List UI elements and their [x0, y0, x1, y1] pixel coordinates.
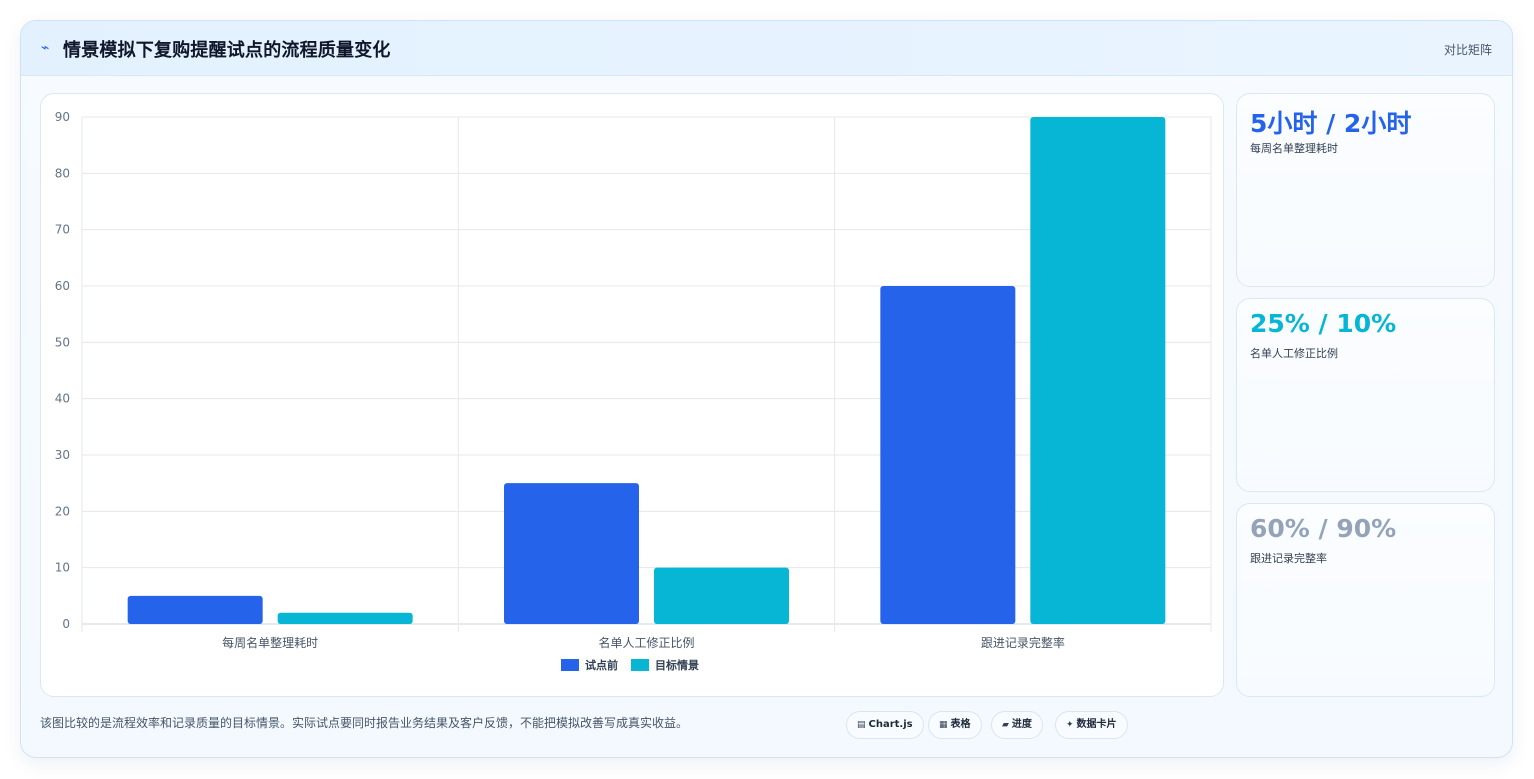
pill-progress[interactable]: ▰ 进度	[991, 711, 1043, 739]
kpi-card-list-time: 5小时 / 2小时 每周名单整理耗时	[1236, 93, 1495, 287]
card-header: ⌁ 情景模拟下复购提醒试点的流程质量变化 对比矩阵	[21, 21, 1512, 76]
y-tick-label: 50	[55, 335, 70, 349]
kpi-value: 5小时 / 2小时	[1250, 109, 1412, 138]
kpi-label: 名单人工修正比例	[1250, 347, 1338, 360]
pill-label: 表格	[950, 719, 971, 730]
y-tick-label: 60	[55, 279, 70, 293]
view-mode-tag: 对比矩阵	[1443, 43, 1492, 57]
bar-before	[127, 595, 263, 624]
kpi-value: 60% / 90%	[1250, 514, 1397, 543]
x-tick-label: 跟进记录完整率	[981, 635, 1065, 650]
y-tick-label: 10	[55, 561, 70, 575]
legend-swatch	[561, 659, 579, 671]
legend-swatch	[631, 659, 649, 671]
kpi-card-record-completeness: 60% / 90% 跟进记录完整率	[1236, 503, 1495, 697]
kpi-label: 跟进记录完整率	[1250, 552, 1327, 565]
bar-chart-svg: 0 10 20 30 40 50 60 70 80 90 每周名单整理耗时 名单人工修正比例 跟进记录完…	[55, 110, 1212, 672]
kpi-label: 每周名单整理耗时	[1250, 142, 1338, 155]
pill-data-cards[interactable]: ✦ 数据卡片	[1055, 711, 1128, 739]
chart-footnote: 该图比较的是流程效率和记录质量的目标情景。实际试点要同时报告业务结果及客户反馈，…	[40, 716, 689, 730]
report-card: ⌁ 情景模拟下复购提醒试点的流程质量变化 对比矩阵 0 10 20 30 40 50 60 7…	[20, 20, 1513, 758]
pill-label: 进度	[1011, 719, 1032, 730]
y-tick-label: 0	[62, 617, 70, 631]
sparkle-icon: ✦	[1066, 720, 1074, 730]
pill-chartjs[interactable]: ▤ Chart.js	[846, 711, 924, 739]
pill-label: Chart.js	[868, 719, 913, 730]
y-tick-label: 70	[55, 223, 70, 237]
page-title: 情景模拟下复购提醒试点的流程质量变化	[63, 40, 391, 61]
x-tick-label: 每周名单整理耗时	[222, 635, 318, 650]
y-tick-label: 40	[55, 392, 70, 406]
kpi-value: 25% / 10%	[1250, 309, 1397, 338]
y-tick-label: 90	[55, 110, 70, 124]
y-tick-label: 80	[55, 166, 70, 180]
chart-icon: ▤	[857, 720, 866, 730]
bar-target	[654, 567, 789, 624]
bar-before	[880, 286, 1016, 624]
bar-target	[1030, 117, 1166, 624]
table-icon: ▦	[939, 720, 948, 730]
bar-chart: 0 10 20 30 40 50 60 70 80 90 每周名单整理耗时 名单人工修正比例 跟进记录完…	[40, 93, 1224, 697]
pill-label: 数据卡片	[1076, 719, 1117, 730]
bar-target	[277, 612, 413, 624]
y-tick-label: 30	[55, 448, 70, 462]
kpi-card-correction-rate: 25% / 10% 名单人工修正比例	[1236, 298, 1495, 492]
progress-icon: ▰	[1002, 720, 1009, 730]
bar-before	[504, 483, 639, 624]
y-tick-label: 20	[55, 504, 70, 518]
x-tick-label: 名单人工修正比例	[598, 635, 694, 650]
trend-line-icon: ⌁	[41, 40, 50, 56]
legend-label: 试点前	[585, 658, 618, 672]
pill-table[interactable]: ▦ 表格	[928, 711, 982, 739]
legend-label: 目标情景	[655, 658, 699, 672]
